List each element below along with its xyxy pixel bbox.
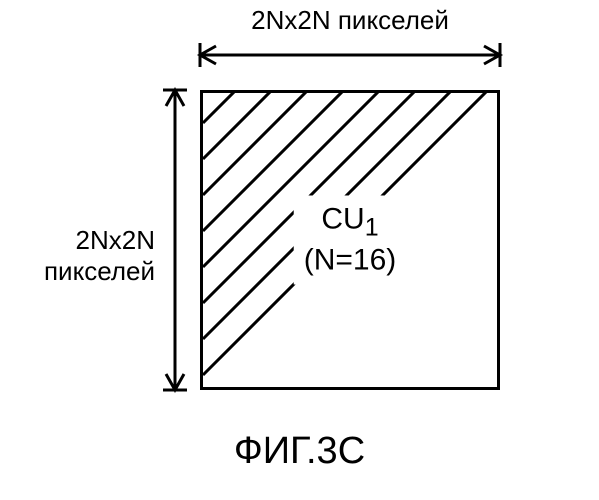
left-dimension-arrow xyxy=(160,75,190,405)
left-dimension-label: 2Nx2N пикселей xyxy=(0,225,155,287)
top-dimension-arrow xyxy=(185,40,515,70)
cu-sub: 1 xyxy=(365,214,379,242)
cu-text: CU xyxy=(321,203,364,236)
figure-caption: ФИГ.3C xyxy=(0,430,599,473)
cu-line2: (N=16) xyxy=(304,243,397,279)
cu-line1: CU1 xyxy=(304,202,397,243)
cu-square-container: CU1 (N=16) xyxy=(200,90,500,390)
cu-center-label: CU1 (N=16) xyxy=(294,196,407,285)
top-dimension-label: 2Nx2N пикселей xyxy=(200,5,500,36)
cu-square: CU1 (N=16) xyxy=(200,90,500,390)
